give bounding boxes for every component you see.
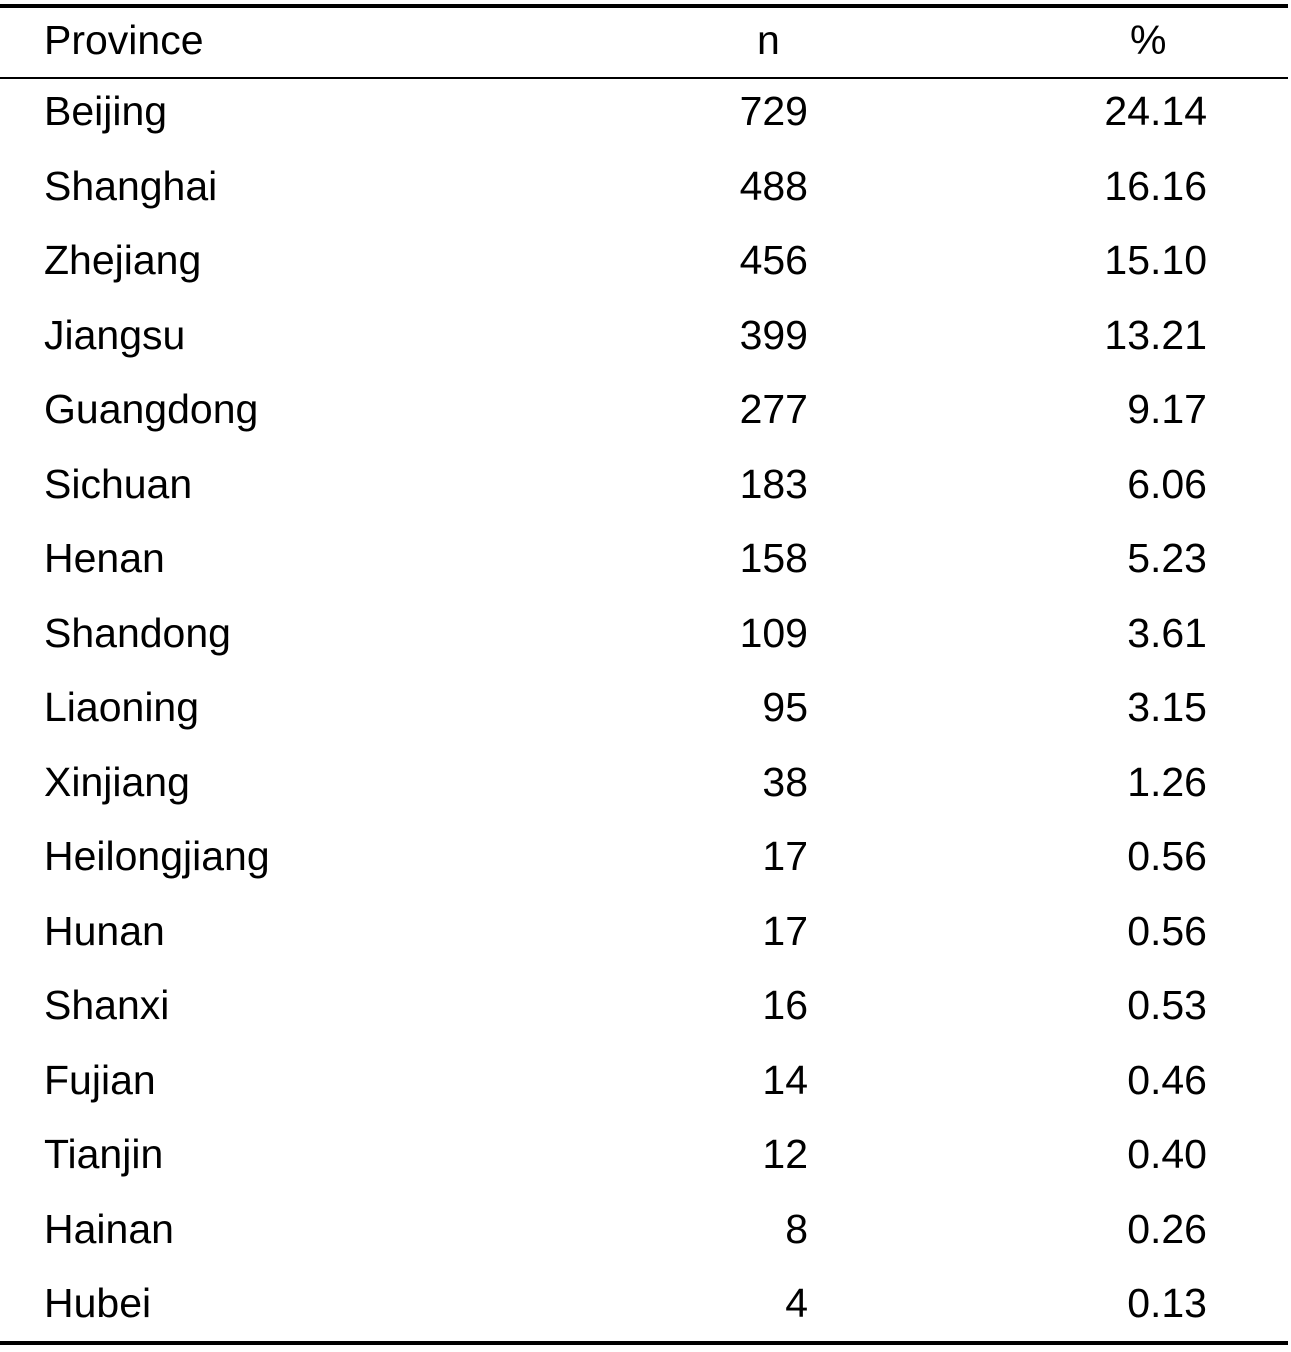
province-cell: Hainan	[44, 1205, 174, 1252]
percent-cell: 13.21	[1104, 311, 1207, 358]
percent-cell: 5.23	[1127, 535, 1207, 581]
table-row: Liaoning 95 3.15	[0, 670, 1288, 744]
percent-cell: 9.17	[1127, 386, 1207, 432]
table-header: Province n %	[0, 3, 1288, 77]
percent-cell: 6.06	[1127, 460, 1207, 507]
header-percent: %	[1130, 17, 1167, 63]
table-row: Hubei 4 0.13	[0, 1266, 1288, 1340]
table-row: Sichuan 183 6.06	[0, 447, 1288, 521]
n-cell: 488	[739, 162, 808, 209]
percent-cell: 3.15	[1127, 684, 1207, 730]
percent-cell: 15.10	[1104, 237, 1207, 283]
table-row: Guangdong 277 9.17	[0, 372, 1288, 446]
province-cell: Sichuan	[44, 460, 193, 507]
header-province: Province	[44, 17, 204, 63]
province-cell: Shanxi	[44, 982, 170, 1028]
percent-cell: 0.53	[1127, 982, 1207, 1028]
n-cell: 158	[739, 535, 808, 581]
table-row: Hunan 17 0.56	[0, 894, 1288, 968]
table-row: Beijing 729 24.14	[0, 74, 1288, 148]
table-row: Xinjiang 38 1.26	[0, 745, 1288, 819]
table-row: Shanxi 16 0.53	[0, 968, 1288, 1042]
table-row: Hainan 8 0.26	[0, 1192, 1288, 1266]
percent-cell: 0.26	[1127, 1205, 1207, 1252]
table-row: Tianjin 12 0.40	[0, 1117, 1288, 1191]
province-cell: Shandong	[44, 609, 231, 656]
n-cell: 14	[762, 1056, 808, 1103]
n-cell: 4	[785, 1280, 808, 1326]
province-cell: Beijing	[44, 88, 168, 134]
percent-cell: 0.46	[1127, 1056, 1207, 1103]
percent-cell: 24.14	[1104, 88, 1207, 134]
table-row: Zhejiang 456 15.10	[0, 223, 1288, 297]
n-cell: 109	[739, 609, 808, 656]
table-row: Shanghai 488 16.16	[0, 149, 1288, 223]
n-cell: 12	[762, 1131, 808, 1177]
table-row: Fujian 14 0.46	[0, 1043, 1288, 1117]
percent-cell: 1.26	[1127, 758, 1207, 805]
n-cell: 456	[739, 237, 808, 283]
table-top-rule	[0, 4, 1288, 8]
n-cell: 38	[762, 758, 808, 805]
province-cell: Zhejiang	[44, 237, 202, 283]
n-cell: 183	[739, 460, 808, 507]
province-cell: Hunan	[44, 907, 165, 954]
percent-cell: 0.56	[1127, 833, 1207, 879]
province-cell: Liaoning	[44, 684, 200, 730]
n-cell: 17	[762, 907, 808, 954]
table-row: Henan 158 5.23	[0, 521, 1288, 595]
province-cell: Shanghai	[44, 162, 218, 209]
table-row: Heilongjiang 17 0.56	[0, 819, 1288, 893]
percent-cell: 0.13	[1127, 1280, 1207, 1326]
table-bottom-rule	[0, 1341, 1288, 1345]
n-cell: 95	[762, 684, 808, 730]
n-cell: 399	[739, 311, 808, 358]
header-n: n	[757, 17, 780, 63]
n-cell: 17	[762, 833, 808, 879]
n-cell: 8	[785, 1205, 808, 1252]
province-cell: Henan	[44, 535, 165, 581]
header-rule	[0, 77, 1288, 79]
n-cell: 16	[762, 982, 808, 1028]
province-cell: Guangdong	[44, 386, 259, 432]
percent-cell: 3.61	[1127, 609, 1207, 656]
province-cell: Xinjiang	[44, 758, 190, 805]
percent-cell: 0.56	[1127, 907, 1207, 954]
table-row: Jiangsu 399 13.21	[0, 298, 1288, 372]
n-cell: 729	[739, 88, 808, 134]
province-cell: Tianjin	[44, 1131, 164, 1177]
province-cell: Fujian	[44, 1056, 156, 1103]
province-cell: Jiangsu	[44, 311, 186, 358]
province-cell: Hubei	[44, 1280, 152, 1326]
table-row: Shandong 109 3.61	[0, 596, 1288, 670]
n-cell: 277	[739, 386, 808, 432]
percent-cell: 0.40	[1127, 1131, 1207, 1177]
province-cell: Heilongjiang	[44, 833, 270, 879]
percent-cell: 16.16	[1104, 162, 1207, 209]
